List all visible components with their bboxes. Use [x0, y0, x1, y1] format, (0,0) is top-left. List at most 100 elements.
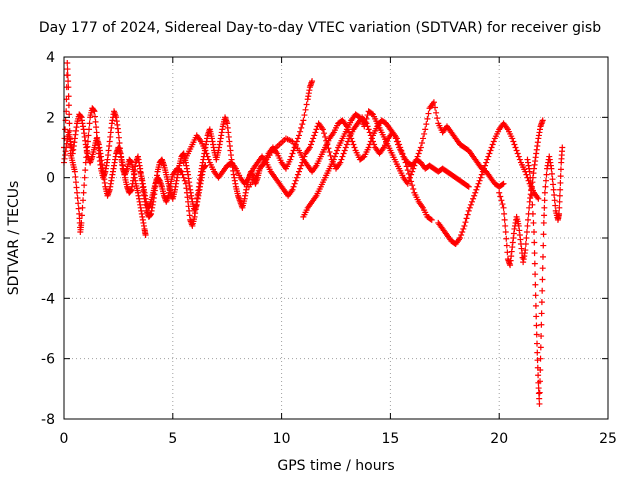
data-point	[86, 120, 93, 127]
data-point	[523, 228, 530, 235]
data-point	[405, 177, 412, 184]
data-point	[532, 281, 539, 288]
data-point	[509, 135, 516, 142]
data-point	[427, 216, 434, 223]
data-point	[367, 138, 374, 145]
data-point	[333, 150, 339, 157]
data-point	[556, 210, 563, 217]
data-point	[177, 167, 184, 174]
data-point	[302, 106, 309, 113]
data-point	[289, 186, 296, 193]
series-arc-C	[137, 78, 316, 229]
data-point	[326, 149, 333, 156]
data-point	[85, 132, 92, 139]
series-arc-F	[300, 99, 507, 220]
data-point	[115, 134, 122, 141]
data-point	[531, 228, 538, 235]
data-point	[539, 276, 546, 283]
data-point	[539, 265, 546, 272]
data-point	[362, 119, 369, 126]
data-point	[541, 204, 548, 211]
data-point	[480, 165, 487, 172]
data-point	[65, 93, 72, 100]
data-point	[476, 177, 483, 184]
data-point	[404, 167, 411, 174]
data-point	[406, 174, 413, 181]
data-point	[534, 340, 541, 347]
data-point	[409, 168, 416, 175]
data-point	[306, 144, 313, 151]
data-point	[535, 390, 542, 397]
data-point	[432, 104, 439, 111]
data-point	[475, 180, 482, 187]
data-point	[464, 211, 471, 218]
data-point	[296, 132, 303, 139]
series-arc-G	[435, 120, 542, 248]
data-point	[479, 168, 486, 175]
data-point	[526, 204, 533, 211]
data-point	[484, 156, 491, 163]
data-point	[80, 197, 87, 204]
data-point	[462, 219, 469, 226]
data-point	[403, 163, 410, 170]
data-point	[412, 159, 419, 166]
data-point	[204, 153, 211, 160]
data-point	[78, 219, 85, 226]
data-point	[341, 147, 348, 154]
x-tick-label: 0	[60, 431, 69, 447]
data-point	[478, 171, 485, 178]
data-point	[538, 333, 545, 340]
data-point	[309, 138, 316, 145]
chart-title: Day 177 of 2024, Sidereal Day-to-day VTE…	[39, 20, 601, 36]
data-point	[542, 177, 549, 184]
data-point	[556, 192, 563, 199]
data-point	[474, 183, 481, 190]
data-point	[415, 150, 422, 157]
data-point	[75, 205, 82, 212]
x-axis: 0 5 10 15 20 25	[60, 57, 617, 447]
data-point	[62, 126, 69, 133]
data-point	[533, 331, 540, 338]
data-marks	[61, 60, 566, 407]
data-point	[92, 113, 99, 120]
data-point	[294, 135, 301, 142]
data-point	[531, 250, 538, 257]
data-point	[465, 183, 472, 190]
data-point	[416, 147, 423, 154]
data-point	[115, 129, 122, 136]
data-point	[330, 156, 337, 163]
data-point	[203, 150, 210, 157]
data-point	[529, 201, 536, 208]
data-point	[64, 72, 71, 79]
data-point	[84, 138, 91, 145]
data-point	[515, 153, 522, 160]
data-point	[539, 287, 546, 294]
data-point	[487, 147, 494, 154]
data-point	[325, 145, 332, 152]
data-point	[71, 168, 78, 175]
data-point	[430, 99, 437, 106]
data-point	[482, 162, 489, 169]
data-point	[485, 153, 492, 160]
data-point	[490, 138, 497, 145]
data-point	[408, 171, 415, 178]
data-point	[312, 129, 319, 136]
data-point	[298, 124, 305, 131]
data-point	[75, 200, 82, 207]
data-point	[499, 181, 506, 188]
data-point	[460, 225, 467, 232]
data-point	[512, 144, 519, 151]
x-tick-label: 5	[168, 431, 177, 447]
data-point	[365, 144, 372, 151]
data-point	[417, 144, 424, 151]
data-point	[361, 123, 368, 130]
data-point	[527, 174, 534, 181]
data-point	[550, 181, 557, 188]
data-point	[331, 153, 338, 160]
series-arc-A	[61, 60, 149, 238]
data-point	[81, 182, 88, 189]
data-point	[559, 144, 566, 151]
data-point	[92, 118, 99, 125]
data-point	[536, 395, 543, 402]
data-point	[428, 216, 435, 223]
